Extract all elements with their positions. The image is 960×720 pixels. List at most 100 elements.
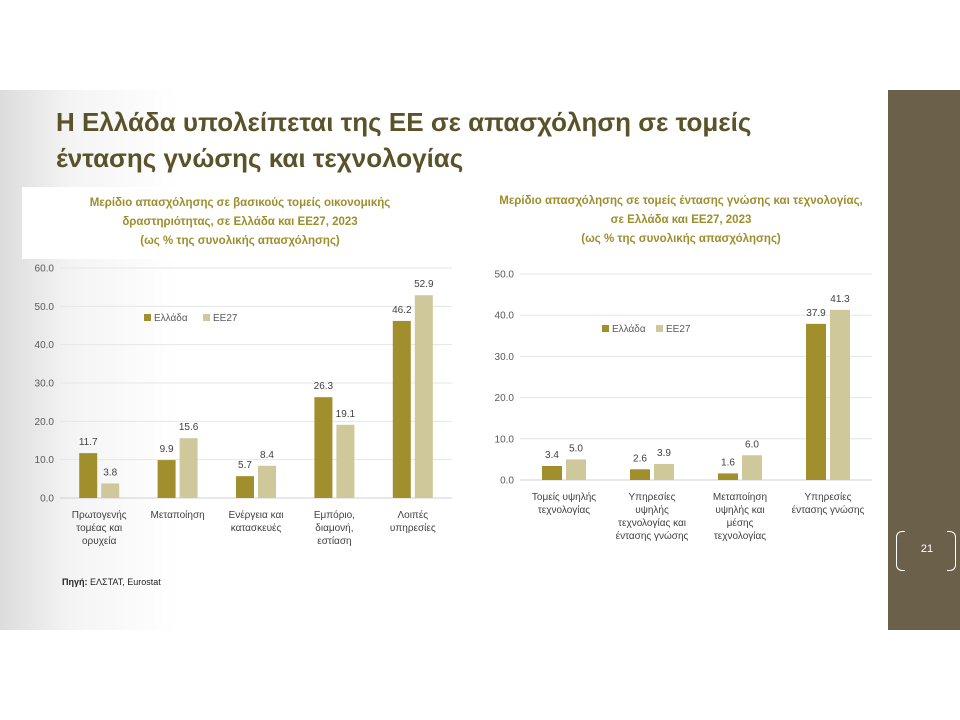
slide-number-box: 21 [896, 531, 958, 573]
left-chart-x-tick-label: ορυχεία [82, 535, 117, 547]
left-chart-x-tick-label: Μεταποίηση [150, 509, 204, 521]
left-chart-y-tick-label: 50.0 [35, 302, 55, 313]
right-chart-legend-swatch [602, 325, 609, 332]
slide-background [0, 90, 888, 630]
right-chart-bar [742, 455, 762, 480]
left-chart-x-tick-label: κατασκευές [231, 522, 282, 534]
left-chart-x-tick-label: εστίαση [317, 535, 351, 547]
left-chart-data-label: 9.9 [160, 444, 174, 455]
left-chart-bar [79, 453, 98, 498]
right-chart-bar [718, 473, 738, 480]
right-chart-y-tick-label: 50.0 [495, 270, 515, 281]
left-chart-bar [336, 424, 355, 498]
left-chart-bar [414, 295, 433, 498]
left-chart-legend-swatch [203, 314, 210, 321]
left-chart-data-label: 26.3 [314, 381, 334, 392]
source-note: Πηγή: ΕΛΣΤΑΤ, Eurostat [62, 577, 161, 587]
right-chart-title-line-1: Μερίδιο απασχόλησης σε τομείς έντασης γν… [499, 195, 863, 207]
left-chart-legend-label: ΕΕ27 [213, 313, 238, 324]
left-chart-y-tick-label: 60.0 [35, 264, 55, 275]
right-chart-data-label: 6.0 [745, 439, 759, 450]
right-chart-data-label: 3.9 [657, 448, 671, 459]
right-chart-legend-swatch [656, 325, 663, 332]
right-accent-band [888, 90, 960, 630]
right-bracket [947, 531, 956, 571]
right-chart-data-label: 1.6 [721, 457, 735, 468]
left-chart-data-label: 52.9 [414, 279, 434, 290]
left-chart-y-tick-label: 0.0 [40, 494, 54, 505]
left-bracket [896, 531, 905, 571]
right-chart-bar [654, 463, 674, 480]
left-chart-bar [157, 460, 176, 498]
source-label: Πηγή: [62, 577, 88, 587]
right-chart-x-tick-label: τεχνολογίας [538, 504, 590, 516]
right-chart-bar [566, 459, 586, 480]
right-chart-bar [542, 465, 562, 480]
left-chart-bar [314, 397, 333, 498]
right-chart-x-tick-label: έντασης γνώσης [616, 530, 689, 542]
right-chart-bar [806, 323, 826, 480]
left-chart-x-tick-label: τομέας και [76, 522, 122, 534]
right-chart-x-tick-label: έντασης γνώσης [792, 504, 865, 516]
right-chart-bar [830, 309, 850, 480]
source-text: ΕΛΣΤΑΤ, Eurostat [90, 577, 161, 587]
left-chart-bar [179, 438, 198, 498]
left-chart-x-tick-label: διαμονή, [315, 522, 353, 534]
left-chart-data-label: 3.8 [103, 467, 117, 478]
slide-number: 21 [920, 543, 934, 555]
right-chart-x-tick-label: τεχνολογίας [714, 530, 766, 542]
left-chart-bar [258, 465, 276, 498]
right-chart-title-line-3: (ως % της συνολικής απασχόλησης) [581, 233, 781, 245]
left-chart-x-tick-label: Πρωτογενής [72, 509, 127, 521]
title-line-1: Η Ελλάδα υπολείπεται της ΕΕ σε απασχόλησ… [56, 107, 752, 137]
left-chart-y-tick-label: 30.0 [35, 379, 55, 390]
left-chart-x-tick-label: Ενέργεια και [229, 509, 284, 521]
left-chart-x-tick-label: Λοιπές [397, 509, 428, 521]
right-chart-data-label: 5.0 [569, 443, 583, 454]
right-chart-x-tick-label: Τομείς υψηλής [532, 491, 596, 503]
left-chart-legend-label: Ελλάδα [154, 312, 188, 324]
right-chart-data-label: 37.9 [806, 308, 826, 319]
right-chart-bar [630, 469, 650, 480]
right-chart-x-tick-label: Μεταποίηση [713, 491, 767, 503]
right-chart-title-line-2: σε Ελλάδα και ΕΕ27, 2023 [610, 214, 752, 226]
right-chart-x-tick-label: μέσης [727, 517, 754, 529]
left-chart-title-line-2: δραστηριότητας, σε Ελλάδα και ΕΕ27, 2023 [122, 216, 358, 228]
right-chart-x-tick-label: Υπηρεσίες [805, 491, 852, 503]
left-chart-bar [236, 476, 254, 498]
left-chart-title-line-1: Μερίδιο απασχόλησης σε βασικούς τομείς ο… [89, 197, 391, 209]
left-chart-legend-swatch [144, 314, 151, 321]
left-chart-data-label: 46.2 [392, 305, 412, 316]
right-chart-y-tick-label: 30.0 [495, 352, 515, 363]
page-title: Η Ελλάδα υπολείπεται της ΕΕ σε απασχόλησ… [56, 104, 856, 176]
right-chart-x-tick-label: υψηλής και [715, 504, 764, 516]
left-chart-y-tick-label: 20.0 [35, 417, 55, 428]
left-chart-title-background [22, 187, 458, 259]
right-chart-title: Μερίδιο απασχόλησης σε τομείς έντασης γν… [478, 192, 884, 249]
right-chart-data-label: 3.4 [545, 450, 559, 461]
left-chart-x-tick-label: υπηρεσίες [390, 522, 436, 534]
right-chart-x-tick-label: τεχνολογίας και [618, 517, 686, 529]
left-chart-y-tick-label: 40.0 [35, 340, 55, 351]
left-chart-data-label: 19.1 [336, 409, 356, 420]
right-chart-data-label: 41.3 [830, 294, 850, 305]
left-chart-data-label: 5.7 [238, 460, 252, 471]
left-chart-title-line-3: (ως % της συνολικής απασχόλησης) [140, 235, 340, 247]
title-line-2: έντασης γνώσης και τεχνολογίας [56, 143, 464, 173]
right-chart-x-tick-label: Υπηρεσίες [629, 491, 676, 503]
right-chart-data-label: 2.6 [633, 453, 647, 464]
right-chart-y-tick-label: 10.0 [495, 434, 515, 445]
right-chart-x-tick-label: υψηλής [635, 504, 669, 516]
left-chart-x-tick-label: Εμπόριο, [314, 509, 355, 521]
left-chart-y-tick-label: 10.0 [35, 455, 55, 466]
right-chart-y-tick-label: 20.0 [495, 393, 515, 404]
right-chart-y-tick-label: 40.0 [495, 311, 515, 322]
left-chart-data-label: 11.7 [79, 437, 98, 448]
left-chart-data-label: 15.6 [179, 422, 199, 433]
right-chart-y-tick-label: 0.0 [500, 476, 514, 487]
left-chart-bar [392, 320, 411, 498]
right-chart-legend-label: ΕΕ27 [666, 324, 691, 335]
left-chart-bar [101, 483, 120, 498]
